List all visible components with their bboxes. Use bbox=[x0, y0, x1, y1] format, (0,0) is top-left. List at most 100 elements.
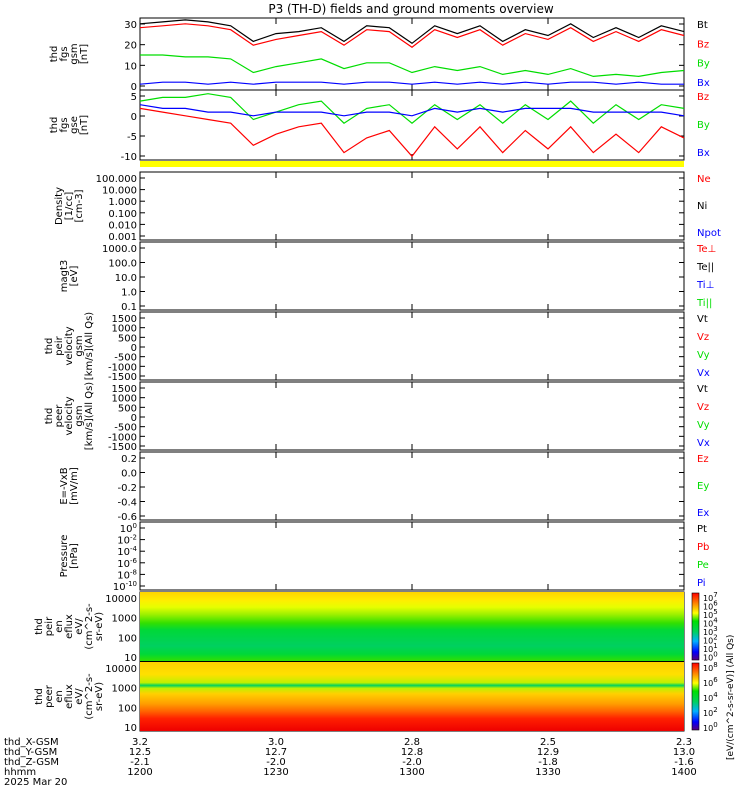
y-axis-label: gsm bbox=[74, 335, 85, 356]
legend-vz: Vz bbox=[697, 332, 709, 343]
series-bx-line bbox=[139, 104, 685, 117]
legend-pe: Pe bbox=[697, 560, 709, 571]
y-axis-label: eflux bbox=[64, 614, 75, 639]
y-tick-label: 10.000 bbox=[102, 186, 137, 197]
y-tick-label: -500 bbox=[114, 423, 137, 434]
x-value-label: -2.0 bbox=[266, 757, 286, 768]
y-tick-label: 10-8 bbox=[117, 568, 137, 581]
series-bz-line bbox=[139, 23, 685, 48]
series-bx-line bbox=[139, 81, 684, 85]
x-value-label: 12.9 bbox=[537, 747, 559, 758]
legend-vy: Vy bbox=[697, 420, 710, 431]
legend-ez: Ez bbox=[697, 454, 709, 465]
legend-ti||: Ti|| bbox=[696, 298, 712, 309]
y-tick-label: 100 bbox=[118, 703, 137, 714]
y-tick-label: 1500 bbox=[112, 314, 137, 325]
colorbar-upper bbox=[691, 592, 700, 661]
y-tick-label: 0.100 bbox=[108, 209, 137, 220]
colorbar-lower bbox=[691, 662, 700, 731]
colorbar-label: [eV/(cm^2-s-sr-eV)] (All Qs) bbox=[726, 635, 736, 760]
peir-spectrogram bbox=[140, 592, 684, 661]
legend-npot: Npot bbox=[697, 228, 721, 239]
colorbar-tick-label: 106 bbox=[703, 676, 718, 688]
y-tick-label: -0.2 bbox=[117, 483, 137, 494]
x-value-label: 2.5 bbox=[540, 737, 556, 748]
y-tick-label: 100.000 bbox=[96, 174, 137, 185]
series-by-line bbox=[140, 54, 685, 78]
y-tick-label: 0.0 bbox=[121, 469, 137, 480]
y-axis-label: velocity bbox=[64, 396, 75, 435]
colorbar-tick-label: 100 bbox=[703, 721, 718, 733]
y-axis-label: gsm bbox=[69, 43, 80, 64]
legend-bz: Bz bbox=[697, 39, 709, 50]
y-axis-label: peer bbox=[54, 404, 65, 428]
y-axis-label: [nT] bbox=[79, 115, 90, 135]
panel-frame bbox=[139, 241, 685, 311]
colorbar: 107106105104103102101100108106104102100 … bbox=[691, 591, 736, 760]
y-axis-label: [eV] bbox=[69, 266, 80, 287]
legend-ne: Ne bbox=[697, 174, 711, 185]
legend-bx: Bx bbox=[697, 148, 710, 159]
y-tick-label: 1.0 bbox=[121, 288, 137, 299]
y-tick-label: -1000 bbox=[108, 362, 137, 373]
x-value-label: 12.8 bbox=[401, 747, 423, 758]
y-tick-label: -500 bbox=[114, 353, 137, 364]
y-tick-label: 0 bbox=[131, 343, 137, 354]
y-axis-label: [km/s](All Qs) bbox=[84, 382, 95, 450]
y-tick-label: 1000 bbox=[112, 614, 137, 625]
panel-frame bbox=[139, 17, 685, 91]
y-tick-label: 1000 bbox=[112, 324, 137, 335]
series-by-line bbox=[139, 93, 685, 125]
y-axis-label: [km/s](All Qs) bbox=[84, 312, 95, 380]
y-axis-label: velocity bbox=[64, 326, 75, 365]
x-value-label: 3.0 bbox=[268, 737, 284, 748]
y-axis-label: [nT] bbox=[79, 44, 90, 64]
peer-spectrogram bbox=[140, 662, 684, 731]
x-row-label: thd_Z-GSM bbox=[4, 757, 59, 768]
y-tick-label: 10 bbox=[124, 61, 137, 72]
y-axis-label: en bbox=[54, 690, 65, 703]
y-tick-label: 5 bbox=[131, 92, 137, 103]
y-axis-label: eV/ bbox=[74, 618, 85, 635]
x-value-label: -2.0 bbox=[402, 757, 422, 768]
x-value-label: -2.1 bbox=[130, 757, 150, 768]
x-value-label: -1.6 bbox=[674, 757, 694, 768]
y-tick-label: 100.0 bbox=[108, 259, 137, 270]
legend-ni: Ni bbox=[697, 201, 707, 212]
panel-frame bbox=[139, 171, 685, 241]
y-tick-label: -10 bbox=[121, 152, 137, 163]
panel-frame bbox=[139, 381, 685, 451]
legend-vx: Vx bbox=[697, 368, 710, 379]
y-axis-label: Pressure bbox=[59, 535, 70, 578]
x-row-label: thd_X-GSM bbox=[4, 737, 59, 748]
x-value-label: 1230 bbox=[263, 767, 288, 778]
y-axis-label: fgs bbox=[59, 46, 70, 61]
panel-frame bbox=[139, 521, 685, 591]
y-tick-label: 0.001 bbox=[108, 232, 137, 243]
y-tick-label: 10.0 bbox=[115, 273, 137, 284]
x-row-label: hhmm bbox=[4, 767, 36, 778]
colorbar-tick-label: 101 bbox=[703, 642, 718, 654]
y-axis-label: peer bbox=[44, 684, 55, 708]
y-axis-label: peir bbox=[44, 616, 55, 636]
x-row-label: 2025 Mar 20 bbox=[4, 777, 67, 788]
legend-te⊥: Te⊥ bbox=[696, 244, 716, 255]
y-axis-label: fgs bbox=[59, 117, 70, 132]
y-tick-label: 10-10 bbox=[113, 580, 137, 593]
y-tick-label: 0.010 bbox=[108, 220, 137, 231]
colorbar-tick-label: 100 bbox=[703, 651, 718, 663]
y-tick-label: 10000 bbox=[105, 594, 137, 605]
legend-vt: Vt bbox=[697, 384, 708, 395]
y-tick-label: 1000 bbox=[112, 684, 137, 695]
y-tick-label: 1000 bbox=[112, 394, 137, 405]
y-tick-label: 10-6 bbox=[117, 557, 137, 570]
x-value-label: 1400 bbox=[671, 767, 696, 778]
y-tick-label: 1.000 bbox=[108, 197, 137, 208]
field-lines bbox=[139, 19, 685, 158]
